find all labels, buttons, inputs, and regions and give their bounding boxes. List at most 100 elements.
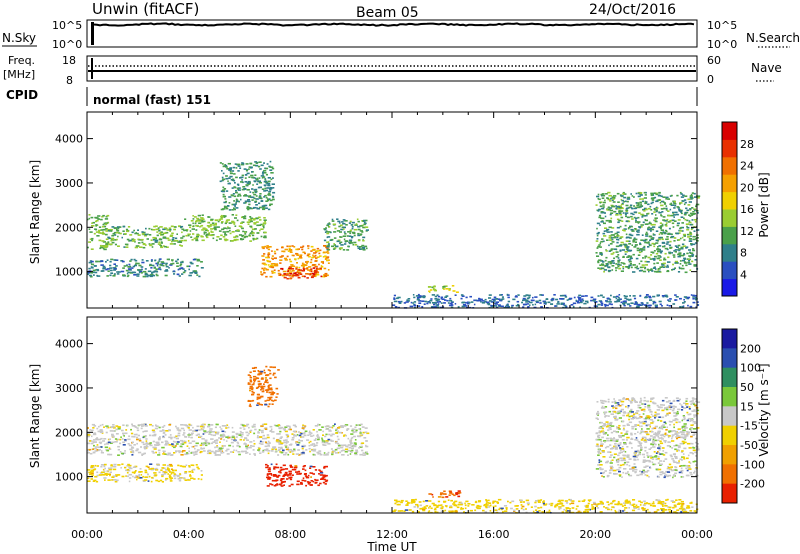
velocity-cell xyxy=(287,428,290,431)
power-cell xyxy=(599,202,602,204)
power-cell xyxy=(320,275,323,278)
power-cell xyxy=(421,296,425,298)
velocity-cell xyxy=(323,465,327,468)
velocity-cell xyxy=(534,501,537,504)
power-cell xyxy=(406,299,409,301)
power-cell xyxy=(240,222,243,224)
velocity-cell xyxy=(249,431,252,433)
power-cell xyxy=(252,238,255,241)
power-cell xyxy=(605,300,609,303)
power-cell xyxy=(353,228,358,231)
power-cell xyxy=(125,246,129,248)
velocity-cell xyxy=(96,474,99,477)
power-cell xyxy=(653,262,656,265)
velocity-cell xyxy=(286,474,290,476)
velocity-cell xyxy=(260,389,262,391)
power-cell xyxy=(234,205,236,207)
power-cell xyxy=(643,245,646,248)
power-cell xyxy=(658,236,662,239)
power-cell xyxy=(682,245,687,247)
velocity-cell xyxy=(561,505,565,507)
power-cell xyxy=(658,233,661,236)
velocity-cell xyxy=(199,425,204,428)
velocity-cell xyxy=(136,438,139,441)
power-cell xyxy=(254,190,257,193)
velocity-cell xyxy=(613,499,616,502)
power-cell xyxy=(109,264,112,267)
velocity-cell xyxy=(610,508,613,511)
velocity-cell xyxy=(238,434,242,436)
velocity-cell xyxy=(100,437,103,440)
power-cell xyxy=(450,306,454,309)
velocity-cell xyxy=(673,504,677,507)
power-cell xyxy=(361,244,365,247)
velocity-cell xyxy=(106,426,108,429)
power-cell xyxy=(221,176,224,179)
power-cell xyxy=(255,179,259,181)
power-cell xyxy=(138,245,140,247)
velocity-cell xyxy=(124,439,127,441)
velocity-cell xyxy=(282,475,285,478)
velocity-cell xyxy=(253,375,257,378)
power-cell xyxy=(101,215,104,218)
velocity-cell xyxy=(261,404,263,406)
power-cell xyxy=(625,240,630,242)
velocity-cell xyxy=(150,480,153,483)
power-cell xyxy=(163,227,167,229)
velocity-cell xyxy=(241,450,245,453)
power-cell xyxy=(87,246,89,249)
power-cell xyxy=(628,260,632,263)
velocity-cell xyxy=(188,450,191,453)
velocity-cell xyxy=(131,425,136,427)
power-cell xyxy=(656,199,659,202)
velocity-cell xyxy=(126,475,129,478)
velocity-cell xyxy=(113,427,116,429)
power-cell xyxy=(637,222,640,224)
velocity-cell xyxy=(225,450,228,452)
power-cell xyxy=(137,232,139,235)
power-cell xyxy=(89,238,92,240)
power-cell xyxy=(289,251,293,253)
power-cell xyxy=(692,296,695,298)
power-cell xyxy=(222,236,226,238)
velocity-cell xyxy=(445,496,449,498)
power-cell xyxy=(667,261,671,263)
power-cell xyxy=(87,218,89,221)
power-cell xyxy=(498,304,501,306)
power-cell xyxy=(511,304,514,307)
power-cell xyxy=(397,300,401,303)
power-cell xyxy=(176,265,179,267)
velocity-cell xyxy=(309,430,311,433)
power-cell xyxy=(630,215,633,218)
power-cell xyxy=(179,264,182,267)
velocity-cell xyxy=(144,476,148,478)
power-cell xyxy=(641,264,645,266)
power-cell xyxy=(564,296,568,298)
power-cell xyxy=(255,198,259,200)
power-cell xyxy=(336,218,339,220)
power-cell xyxy=(507,296,510,299)
velocity-cell xyxy=(287,475,289,477)
velocity-cell xyxy=(175,437,179,440)
velocity-cell xyxy=(287,446,290,449)
velocity-cell xyxy=(569,508,571,510)
power-cell xyxy=(683,257,686,260)
velocity-cell xyxy=(191,433,193,436)
velocity-cell xyxy=(87,435,90,438)
power-cell xyxy=(247,195,251,197)
power-cell xyxy=(177,268,180,271)
velocity-cell xyxy=(622,398,625,400)
velocity-cell xyxy=(136,436,139,439)
power-cell xyxy=(207,221,210,224)
velocity-cell xyxy=(230,441,234,444)
velocity-cell xyxy=(338,431,342,434)
power-cell xyxy=(252,218,256,220)
power-cell xyxy=(454,294,457,296)
velocity-cell xyxy=(349,439,352,442)
power-cell xyxy=(668,305,672,307)
power-cell xyxy=(620,195,624,197)
velocity-cell xyxy=(172,469,175,472)
power-cell xyxy=(98,260,102,263)
velocity-cell xyxy=(308,431,312,434)
